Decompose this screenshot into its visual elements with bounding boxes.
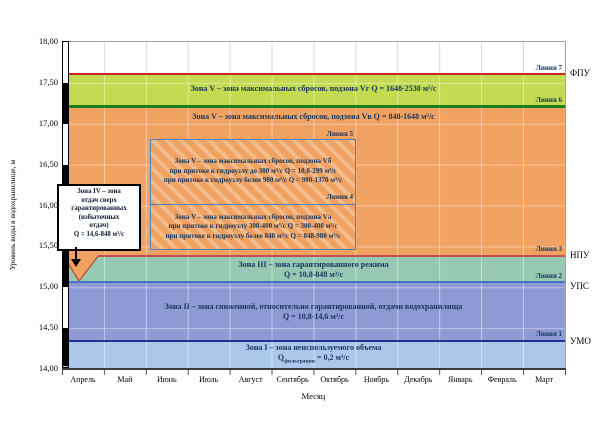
- zone-iv-callout-box: Зона IV – зона отдач сверх гарантированн…: [57, 184, 141, 251]
- y-tick-label: 18,00: [38, 36, 58, 46]
- zone-iv-line6: Q = 14,6-848 м³/с: [73, 230, 125, 238]
- month-label: Март: [535, 375, 554, 384]
- y-tick-label: 14,00: [38, 363, 58, 373]
- gridlines-vertical-top: [62, 42, 565, 75]
- month-label: Сентябрь: [276, 375, 309, 384]
- zone-vg-label: Зона V – зона максимальных сбросов, подз…: [190, 84, 437, 93]
- mark-fpu: ФПУ: [570, 68, 590, 78]
- mark-npu: НПУ: [570, 250, 590, 260]
- zone-i-discharge: Qфильтрации = 0,2 м³/с: [277, 353, 350, 365]
- zone-band-i: [62, 341, 565, 369]
- zone-vb-condition-1: при притоке к гидроузлу до 300 м³/с Q = …: [169, 166, 337, 175]
- zone-va-condition-1: при притоке к гидроузлу 300-400 м³/с Q =…: [168, 222, 338, 231]
- mark-umo: УМО: [570, 336, 591, 346]
- line-6: [62, 105, 565, 108]
- line-4-label: Линия 4: [326, 193, 353, 201]
- line-1-label: Линия 1: [535, 330, 562, 338]
- zone-band-iii: [62, 256, 565, 283]
- y-tick-label: 17,00: [38, 118, 58, 128]
- month-label: Август: [238, 375, 263, 384]
- zone-va-title: Зона V – зона максимальных сбросов, подз…: [174, 212, 332, 221]
- zone-vb-condition-2: при притоке к гидроузлу более 980 м³/с Q…: [163, 176, 343, 185]
- zone-iv-line2: отдач сверх: [81, 196, 117, 204]
- line-7-label: Линия 7: [535, 64, 562, 72]
- y-tick-label: 14,50: [38, 322, 58, 332]
- line-3-label: Линия 3: [535, 245, 562, 253]
- y-tick-label: 15,50: [38, 240, 58, 250]
- month-label: Апрель: [70, 375, 96, 384]
- zone-iii-label: Зона III – зона гарантированного режима: [238, 259, 389, 269]
- line-6-label: Линия 6: [535, 96, 562, 104]
- line-4-divider: [151, 203, 355, 205]
- zone-iv-arrow-head: [71, 259, 81, 267]
- line-2-label: Линия 2: [535, 272, 562, 280]
- month-label: Июнь: [156, 375, 177, 384]
- zone-band-ii: [62, 283, 565, 341]
- y-tick-label: 17,50: [38, 77, 58, 87]
- x-axis-ticks: [62, 370, 566, 375]
- zone-i-discharge-subscript: фильтрации: [284, 358, 315, 365]
- y-axis-title: Уровень воды в водохранилище, м: [8, 159, 17, 271]
- line-1-umo: [62, 339, 565, 342]
- zone-va-condition-2: при притоке к гидроузлу более 848 м³/с Q…: [165, 231, 341, 240]
- month-label: Май: [117, 375, 133, 384]
- zone-iii-discharge: Q = 10,8-848 м³/с: [283, 269, 344, 279]
- line-7-fpu: [62, 73, 565, 75]
- month-label: Ноябрь: [363, 375, 389, 384]
- plot-area: Линия 5 Линия 4 Зона V – зона максимальн…: [62, 41, 566, 369]
- zone-ii-discharge: Q = 10,8-14,6 м³/с: [282, 312, 345, 321]
- x-axis-labels: Апрель Май Июнь Июль Август Сентябрь Окт…: [62, 375, 565, 384]
- mark-ups: УПС: [570, 281, 589, 291]
- x-axis-title: Месяц: [301, 391, 326, 401]
- zone-ii-label: Зона II – зона сниженной, относительно г…: [164, 302, 463, 311]
- y-tick-label: 15,00: [38, 281, 58, 291]
- zone-iv-line3: гарантированных: [71, 205, 127, 213]
- month-label: Октябрь: [320, 375, 349, 384]
- month-label: Январь: [448, 375, 473, 384]
- subzone-inset-box: Линия 5 Линия 4 Зона V – зона максимальн…: [150, 130, 356, 250]
- y-tick-label: 16,50: [38, 159, 58, 169]
- zone-vv-label: Зона V – зона максимальных сбросов, подз…: [192, 112, 435, 121]
- month-label: Декабрь: [404, 375, 433, 384]
- zone-vb-title: Зона V – зона максимальных сбросов, подз…: [174, 157, 332, 166]
- y-tick-label: 16,00: [38, 200, 58, 210]
- line-2-ups: [62, 281, 565, 283]
- zone-iv-line5: отдач): [89, 222, 109, 230]
- month-label: Июль: [199, 375, 219, 384]
- month-label: Февраль: [487, 375, 517, 384]
- zone-iv-arrow: [75, 247, 77, 260]
- line-3-npu: [62, 254, 565, 257]
- zone-iv-line1: Зона IV – зона: [77, 188, 121, 195]
- line-5-label: Линия 5: [326, 130, 353, 138]
- zone-i-label: Зона I – зона неиспользуемого объема: [245, 343, 382, 353]
- x-axis-line: [62, 367, 566, 370]
- zone-band-v-vg: [62, 75, 565, 107]
- zone-iv-line4: (избыточных: [78, 213, 120, 221]
